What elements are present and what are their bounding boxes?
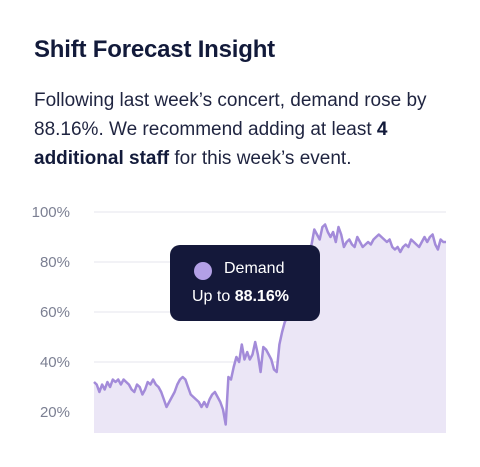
card-title: Shift Forecast Insight bbox=[34, 36, 275, 63]
tooltip-prefix: Up to bbox=[192, 288, 235, 305]
tooltip-series-name: Demand bbox=[224, 260, 285, 277]
y-tick-label: 40% bbox=[40, 354, 70, 371]
description-text-end: for this week’s event. bbox=[169, 148, 352, 169]
tooltip-value: Up to 88.16% bbox=[192, 288, 289, 306]
tooltip-percent: 88.16% bbox=[234, 288, 289, 305]
demand-line[interactable] bbox=[93, 223, 446, 426]
staff-recommendation: 4 additional staff bbox=[34, 119, 388, 169]
y-tick-label: 20% bbox=[40, 404, 70, 421]
y-tick-label: 60% bbox=[40, 304, 70, 321]
demand-area bbox=[94, 224, 446, 433]
demand-chart[interactable]: 20% 40% 60% 80% 100% bbox=[0, 195, 480, 467]
y-tick-label: 80% bbox=[40, 254, 70, 271]
y-tick-label: 100% bbox=[32, 204, 70, 221]
series-dot-icon bbox=[194, 262, 212, 280]
chart-tooltip: Demand Up to 88.16% bbox=[170, 245, 320, 321]
insight-description: Following last week’s concert, demand ro… bbox=[34, 86, 454, 173]
description-text: Following last week’s concert, demand ro… bbox=[34, 90, 427, 140]
